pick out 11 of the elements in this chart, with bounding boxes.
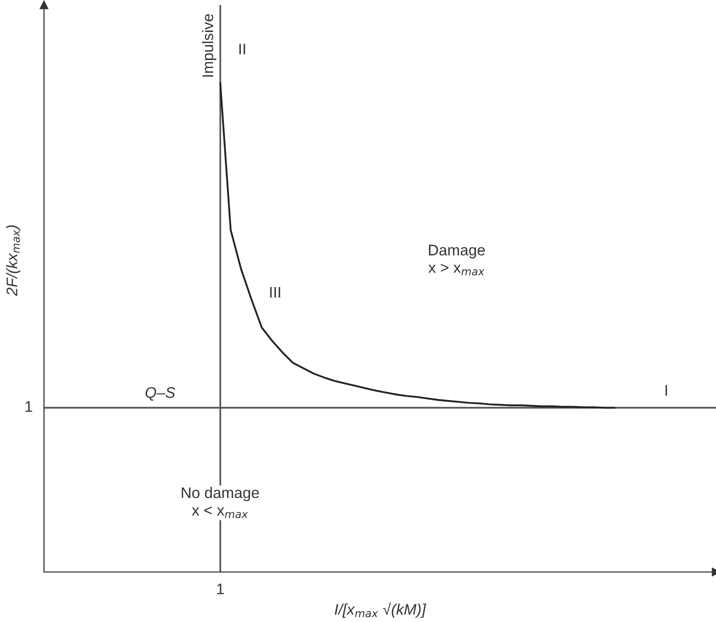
text: Impulsive	[202, 14, 216, 77]
annotation: III	[270, 287, 280, 298]
text: 1	[217, 584, 224, 594]
annotation: I	[666, 385, 667, 396]
text: 1	[26, 401, 32, 412]
annotation: No damage x < x$_{max}$	[182, 486, 259, 518]
y-axis-title: 2F/(kx$_{max}$)	[6, 225, 20, 296]
text: II	[239, 44, 246, 54]
ref-line-label: Q–S	[146, 387, 176, 401]
annotation: Damage x > x$_{max}$	[428, 244, 485, 276]
x-axis-title: I/[x$_{max}$ √(kM)]	[334, 602, 426, 618]
